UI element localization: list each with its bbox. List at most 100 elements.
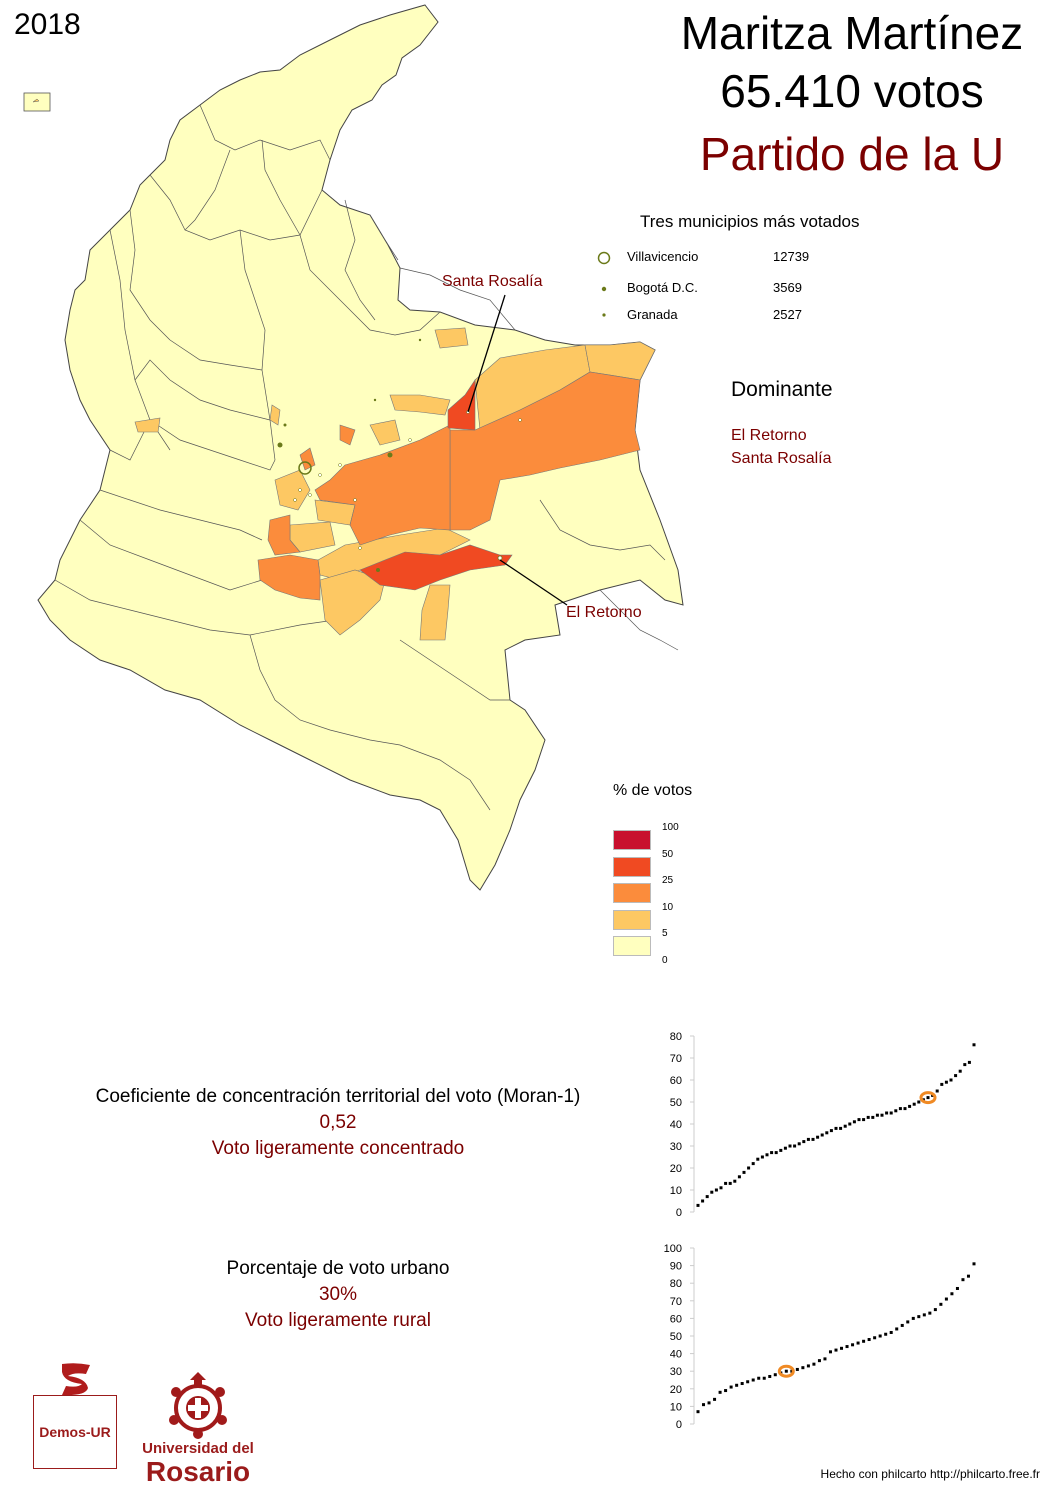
data-point bbox=[733, 1179, 737, 1183]
data-point bbox=[834, 1126, 838, 1130]
data-point bbox=[737, 1175, 741, 1179]
data-point bbox=[884, 1332, 888, 1336]
data-point bbox=[742, 1170, 746, 1174]
data-point bbox=[757, 1376, 761, 1380]
data-point bbox=[889, 1330, 893, 1334]
demos-logo-icon bbox=[62, 1363, 90, 1396]
data-point bbox=[871, 1115, 875, 1119]
country-base bbox=[37, 4, 684, 891]
footer-credit: Hecho con philcarto http://philcarto.fre… bbox=[820, 1467, 1040, 1481]
data-point bbox=[940, 1082, 944, 1086]
top3-name: Bogotá D.C. bbox=[627, 280, 698, 295]
data-point bbox=[963, 1063, 967, 1067]
top3-name: Villavicencio bbox=[627, 249, 699, 264]
y-tick-label: 0 bbox=[676, 1419, 682, 1431]
top3-row-1: Villavicencio 12739 bbox=[0, 249, 1000, 265]
data-point bbox=[825, 1131, 829, 1135]
data-point bbox=[967, 1060, 971, 1064]
data-point bbox=[856, 1341, 860, 1345]
data-point bbox=[783, 1146, 787, 1150]
legend-break-label: 50 bbox=[662, 848, 674, 860]
y-tick-label: 70 bbox=[670, 1296, 682, 1308]
data-point bbox=[696, 1203, 700, 1207]
data-point bbox=[944, 1297, 948, 1301]
data-point bbox=[828, 1350, 832, 1354]
colombia-map bbox=[23, 4, 684, 891]
data-point bbox=[817, 1359, 821, 1363]
data-point bbox=[728, 1181, 732, 1185]
data-point bbox=[839, 1126, 843, 1130]
data-point bbox=[961, 1278, 965, 1282]
data-point bbox=[972, 1043, 976, 1047]
data-point bbox=[912, 1102, 916, 1106]
data-point bbox=[729, 1385, 733, 1389]
legend-break-label: 25 bbox=[662, 875, 674, 886]
y-tick-label: 70 bbox=[670, 1053, 682, 1065]
urban-value: 30% bbox=[318, 1284, 358, 1305]
data-point bbox=[950, 1292, 954, 1296]
data-point bbox=[867, 1338, 871, 1342]
data-point bbox=[735, 1383, 739, 1387]
top3-value: 3569 bbox=[773, 280, 802, 295]
top3-value: 2527 bbox=[773, 307, 802, 322]
data-point bbox=[862, 1118, 866, 1122]
data-point bbox=[768, 1374, 772, 1378]
data-point bbox=[718, 1390, 722, 1394]
highlight-marker bbox=[919, 1091, 937, 1105]
data-point bbox=[911, 1316, 915, 1320]
data-point bbox=[829, 1129, 833, 1133]
top3-symbol-1 bbox=[597, 251, 611, 265]
data-point bbox=[944, 1080, 948, 1084]
data-point bbox=[751, 1378, 755, 1382]
data-point bbox=[740, 1382, 744, 1386]
urban-block: Porcentaje de voto urbano 30% Voto liger… bbox=[28, 1256, 648, 1334]
data-point bbox=[917, 1100, 921, 1104]
data-point bbox=[806, 1364, 810, 1368]
legend-swatch bbox=[613, 909, 651, 930]
top3-title: Tres municipios más votados bbox=[640, 212, 860, 231]
dominant-item: Santa Rosalía bbox=[731, 450, 832, 467]
data-point bbox=[719, 1186, 723, 1190]
rosario-name-line1: Universidad del bbox=[142, 1440, 254, 1457]
y-tick-label: 100 bbox=[664, 1243, 682, 1255]
data-point bbox=[751, 1162, 755, 1166]
data-point bbox=[702, 1403, 706, 1407]
data-point bbox=[895, 1327, 899, 1331]
data-point bbox=[770, 1151, 774, 1155]
data-point bbox=[843, 1124, 847, 1128]
data-point bbox=[922, 1313, 926, 1317]
data-point bbox=[866, 1115, 870, 1119]
data-point bbox=[773, 1373, 777, 1377]
rosario-crest-icon bbox=[169, 1372, 227, 1439]
data-point bbox=[885, 1111, 889, 1115]
data-point bbox=[880, 1113, 884, 1117]
data-point bbox=[756, 1157, 760, 1161]
data-point bbox=[935, 1089, 939, 1093]
y-tick-label: 80 bbox=[670, 1031, 682, 1043]
data-point bbox=[816, 1135, 820, 1139]
data-point bbox=[908, 1104, 912, 1108]
legend-break-label: 100 bbox=[662, 822, 679, 833]
data-point bbox=[972, 1262, 976, 1266]
data-point bbox=[696, 1410, 700, 1414]
legend-break-label: 10 bbox=[662, 901, 674, 913]
rosario-name-line2: Rosario bbox=[145, 1456, 251, 1487]
data-point bbox=[812, 1362, 816, 1366]
top3-symbol-3 bbox=[602, 313, 606, 317]
moran-title: Coeficiente de concentración territorial… bbox=[95, 1086, 581, 1107]
data-point bbox=[710, 1190, 714, 1194]
top3-name: Granada bbox=[627, 307, 678, 322]
candidate-votes: 65.410 votos bbox=[720, 65, 984, 117]
data-point bbox=[845, 1345, 849, 1349]
data-point bbox=[779, 1148, 783, 1152]
data-point bbox=[903, 1107, 907, 1111]
data-point bbox=[820, 1133, 824, 1137]
dominant-title: Dominante bbox=[731, 378, 833, 401]
data-point bbox=[939, 1302, 943, 1306]
data-point bbox=[724, 1181, 728, 1185]
candidate-name: Maritza Martínez bbox=[680, 7, 1024, 59]
san-andres-inset bbox=[23, 92, 51, 112]
legend-title: % de votos bbox=[613, 782, 693, 799]
data-point bbox=[900, 1323, 904, 1327]
